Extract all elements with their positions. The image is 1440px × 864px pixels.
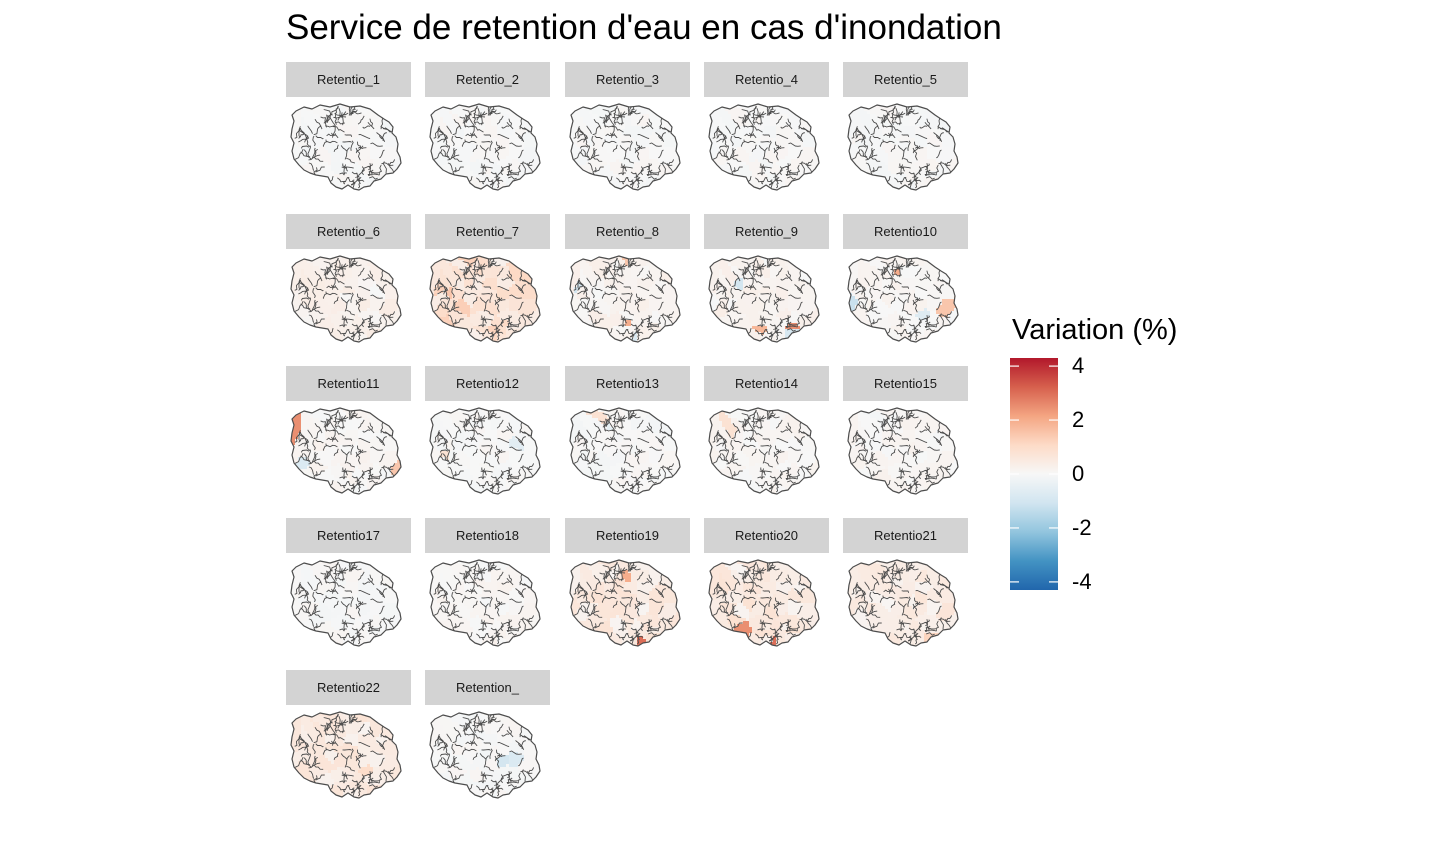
legend-colorbar: [1010, 358, 1058, 590]
facet-strip-label: Retentio17: [286, 518, 411, 553]
facet-panel: Retentio_7: [425, 214, 550, 356]
map-outline: [290, 559, 402, 647]
facet-strip-label: Retentio10: [843, 214, 968, 249]
facet-strip-label: Retentio_2: [425, 62, 550, 97]
map-outline: [847, 407, 959, 495]
legend-tick-label: -4: [1072, 570, 1092, 593]
map-outline: [569, 407, 681, 495]
facet-map: [290, 711, 402, 799]
facet-map: [708, 559, 820, 647]
facet-strip-label: Retentio_5: [843, 62, 968, 97]
facet-map: [847, 559, 959, 647]
facet-map: [569, 255, 681, 343]
facet-map: [290, 407, 402, 495]
map-outline: [290, 711, 402, 799]
chart-title: Service de retention d'eau en cas d'inon…: [286, 6, 1002, 50]
facet-panel: Retentio_4: [704, 62, 829, 204]
facet-panel: Retentio10: [843, 214, 968, 356]
facet-map: [429, 711, 541, 799]
facet-map: [708, 103, 820, 191]
facet-panel: Retentio_8: [565, 214, 690, 356]
facet-panel: Retentio11: [286, 366, 411, 508]
map-outline: [429, 255, 541, 343]
map-outline: [290, 103, 402, 191]
map-outline: [429, 407, 541, 495]
map-outline: [569, 103, 681, 191]
map-outline: [708, 407, 820, 495]
facet-panel: Retentio_3: [565, 62, 690, 204]
map-outline: [847, 103, 959, 191]
facet-panel: Retentio17: [286, 518, 411, 660]
facet-panel: Retentio14: [704, 366, 829, 508]
legend: Variation (%) 4 2 0 -2 -4: [1010, 314, 1210, 604]
map-outline: [429, 711, 541, 799]
facet-map: [569, 407, 681, 495]
facet-map: [847, 255, 959, 343]
facet-map: [847, 103, 959, 191]
facet-strip-label: Retentio21: [843, 518, 968, 553]
facet-strip-label: Retentio_8: [565, 214, 690, 249]
facet-map: [429, 255, 541, 343]
map-outline: [708, 559, 820, 647]
facet-panel: Retentio_6: [286, 214, 411, 356]
map-outline: [708, 103, 820, 191]
facet-panel: Retentio12: [425, 366, 550, 508]
facet-panel: Retentio_2: [425, 62, 550, 204]
facet-map: [429, 103, 541, 191]
facet-map: [569, 103, 681, 191]
facet-panel: Retention_: [425, 670, 550, 812]
facet-map: [290, 255, 402, 343]
facet-strip-label: Retention_: [425, 670, 550, 705]
map-outline: [569, 255, 681, 343]
legend-tick-label: 2: [1072, 409, 1084, 431]
facet-strip-label: Retentio_4: [704, 62, 829, 97]
facet-strip-label: Retentio19: [565, 518, 690, 553]
map-outline: [290, 407, 402, 495]
facet-strip-label: Retentio12: [425, 366, 550, 401]
facet-strip-label: Retentio_9: [704, 214, 829, 249]
facet-map: [290, 103, 402, 191]
facet-strip-label: Retentio20: [704, 518, 829, 553]
facet-strip-label: Retentio_6: [286, 214, 411, 249]
map-outline: [847, 559, 959, 647]
map-outline: [429, 103, 541, 191]
facet-map: [847, 407, 959, 495]
facet-map: [429, 407, 541, 495]
facet-panel: Retentio22: [286, 670, 411, 812]
facet-map: [708, 407, 820, 495]
facet-panel: Retentio_5: [843, 62, 968, 204]
facet-panel: Retentio_1: [286, 62, 411, 204]
facet-strip-label: Retentio_1: [286, 62, 411, 97]
facet-strip-label: Retentio_7: [425, 214, 550, 249]
map-outline: [290, 255, 402, 343]
map-outline: [429, 559, 541, 647]
facet-panel: Retentio15: [843, 366, 968, 508]
facet-strip-label: Retentio18: [425, 518, 550, 553]
facet-strip-label: Retentio13: [565, 366, 690, 401]
facet-strip-label: Retentio_3: [565, 62, 690, 97]
facet-map: [708, 255, 820, 343]
facet-panel: Retentio19: [565, 518, 690, 660]
facet-panel: Retentio18: [425, 518, 550, 660]
facet-strip-label: Retentio22: [286, 670, 411, 705]
map-outline: [847, 255, 959, 343]
facet-strip-label: Retentio11: [286, 366, 411, 401]
facet-map: [290, 559, 402, 647]
facet-strip-label: Retentio15: [843, 366, 968, 401]
legend-tick-label: -2: [1072, 516, 1092, 539]
facet-strip-label: Retentio14: [704, 366, 829, 401]
facet-panel: Retentio20: [704, 518, 829, 660]
facet-map: [429, 559, 541, 647]
facet-map: [569, 559, 681, 647]
legend-tick-label: 4: [1072, 355, 1084, 377]
facet-panel: Retentio_9: [704, 214, 829, 356]
legend-tick-label: 0: [1072, 463, 1084, 485]
map-outline: [569, 559, 681, 647]
legend-title: Variation (%): [1012, 314, 1177, 347]
facet-panel: Retentio21: [843, 518, 968, 660]
facet-panel: Retentio13: [565, 366, 690, 508]
map-outline: [708, 255, 820, 343]
